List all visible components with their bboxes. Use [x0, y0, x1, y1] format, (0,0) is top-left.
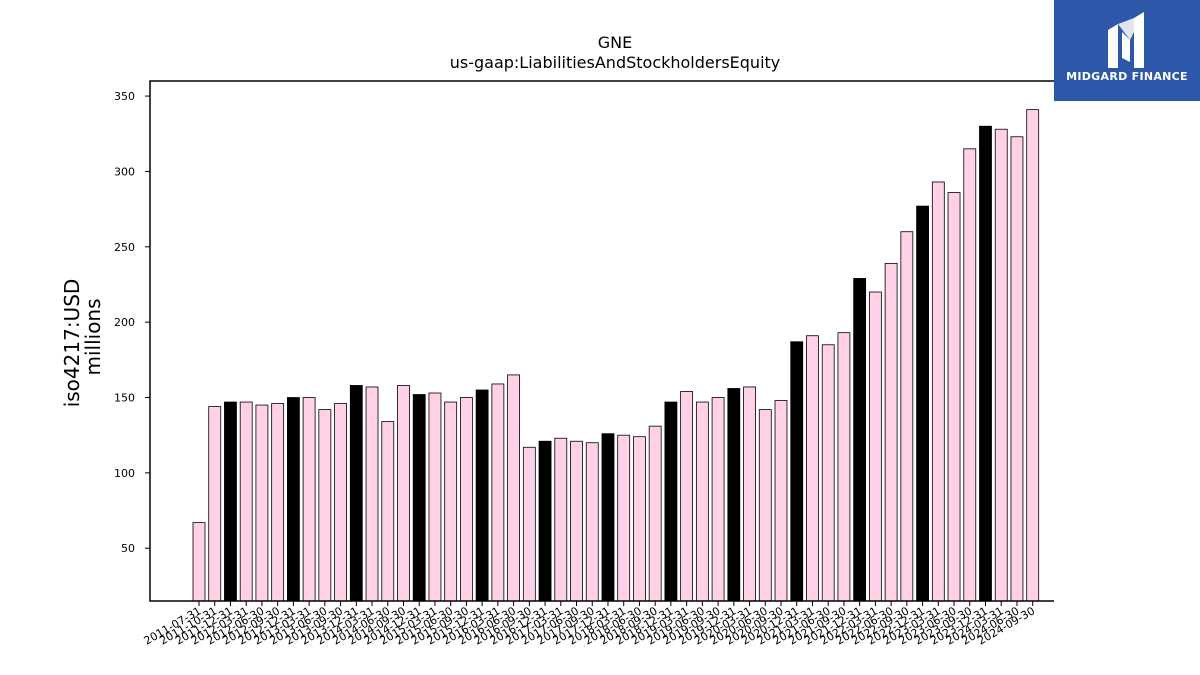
- bar-2022-12-31: [916, 205, 929, 602]
- bar-2021-06-30: [821, 344, 835, 602]
- bar-2019-12-31: [727, 388, 741, 602]
- bar-2019-03-31: [680, 391, 694, 602]
- bar-2016-03-31: [491, 383, 505, 602]
- bar-2014-03-31: [365, 386, 379, 602]
- plot-frame: [149, 80, 1054, 602]
- bar-2011-12-31: [224, 401, 237, 602]
- bar-2018-03-31: [617, 434, 631, 602]
- y-tick-label: 300: [114, 165, 135, 178]
- x-ticks-group: 2011-07-312011-10-312011-12-312012-03-31…: [142, 601, 1037, 648]
- bar-2012-06-30: [255, 404, 269, 602]
- bar-2020-12-31: [790, 341, 804, 602]
- bar-2024-03-31: [994, 128, 1008, 602]
- bar-2018-09-30: [648, 425, 662, 602]
- bar-2011-10-31: [208, 406, 222, 602]
- y-tick-label: 200: [114, 316, 135, 329]
- logo-text: MIDGARD FINANCE: [1066, 70, 1188, 83]
- bar-2022-03-31: [868, 291, 882, 602]
- bar-2016-12-31: [538, 440, 552, 602]
- chart: GNE us-gaap:LiabilitiesAndStockholdersEq…: [60, 33, 1054, 648]
- bar-2017-09-30: [585, 442, 599, 602]
- bar-2018-12-31: [664, 401, 678, 602]
- bar-2012-12-31: [286, 397, 300, 602]
- bar-2015-12-31: [475, 389, 489, 602]
- bar-2013-12-31: [349, 385, 363, 602]
- bar-2023-12-31: [979, 125, 992, 602]
- bar-2023-03-31: [931, 181, 945, 602]
- bar-2020-03-31: [743, 386, 756, 602]
- y-axis-label: iso4217:USD: [60, 279, 84, 408]
- bar-2016-09-30: [522, 446, 536, 602]
- midgard-finance-logo: MIDGARD FINANCE: [1054, 0, 1200, 101]
- bar-2015-09-30: [460, 397, 473, 602]
- bar-2014-06-30: [381, 421, 395, 602]
- bar-2018-06-30: [633, 436, 646, 602]
- bar-2023-06-30: [947, 192, 961, 602]
- bar-2013-09-30: [334, 403, 347, 602]
- y-tick-label: 150: [114, 392, 135, 405]
- bar-2012-09-30: [271, 403, 285, 602]
- bar-2021-03-31: [806, 335, 819, 602]
- bar-2013-06-30: [318, 409, 332, 602]
- y-tick-label: 100: [114, 467, 135, 480]
- y-tick-label: 50: [121, 542, 135, 555]
- bar-2022-09-30: [900, 231, 914, 602]
- bar-2020-09-30: [774, 400, 788, 602]
- chart-title: GNE: [598, 33, 632, 52]
- bar-2024-06-30: [1010, 136, 1024, 602]
- bar-2024-09-30: [1026, 109, 1040, 602]
- bar-2011-07-31: [192, 522, 206, 602]
- bar-2023-09-30: [963, 148, 977, 602]
- bar-2020-06-30: [758, 409, 772, 602]
- y-axis-label-units: millions: [81, 298, 105, 375]
- bar-2021-12-31: [853, 278, 867, 602]
- midgard-logo-icon: [1108, 12, 1144, 68]
- bar-2019-06-30: [695, 401, 709, 602]
- bar-2013-03-31: [302, 397, 316, 602]
- bar-2012-03-31: [239, 401, 253, 602]
- y-tick-label: 250: [114, 241, 135, 254]
- bar-2015-03-31: [428, 392, 442, 602]
- bar-2022-06-30: [884, 262, 898, 602]
- bar-2014-12-31: [412, 394, 426, 602]
- bar-2019-09-30: [711, 397, 725, 602]
- bar-2017-03-31: [554, 437, 568, 602]
- bar-2015-06-30: [444, 401, 458, 602]
- y-ticks-group: 50 100 150 200 250 300 350: [114, 90, 150, 555]
- y-tick-label: 350: [114, 90, 135, 103]
- bar-2017-06-30: [570, 440, 583, 602]
- bar-2016-06-30: [507, 374, 521, 602]
- chart-subtitle: us-gaap:LiabilitiesAndStockholdersEquity: [450, 53, 781, 72]
- bar-2017-12-31: [601, 433, 615, 602]
- bar-2014-09-30: [397, 385, 410, 602]
- bars-group: [192, 109, 1040, 602]
- bar-2021-09-30: [837, 332, 851, 602]
